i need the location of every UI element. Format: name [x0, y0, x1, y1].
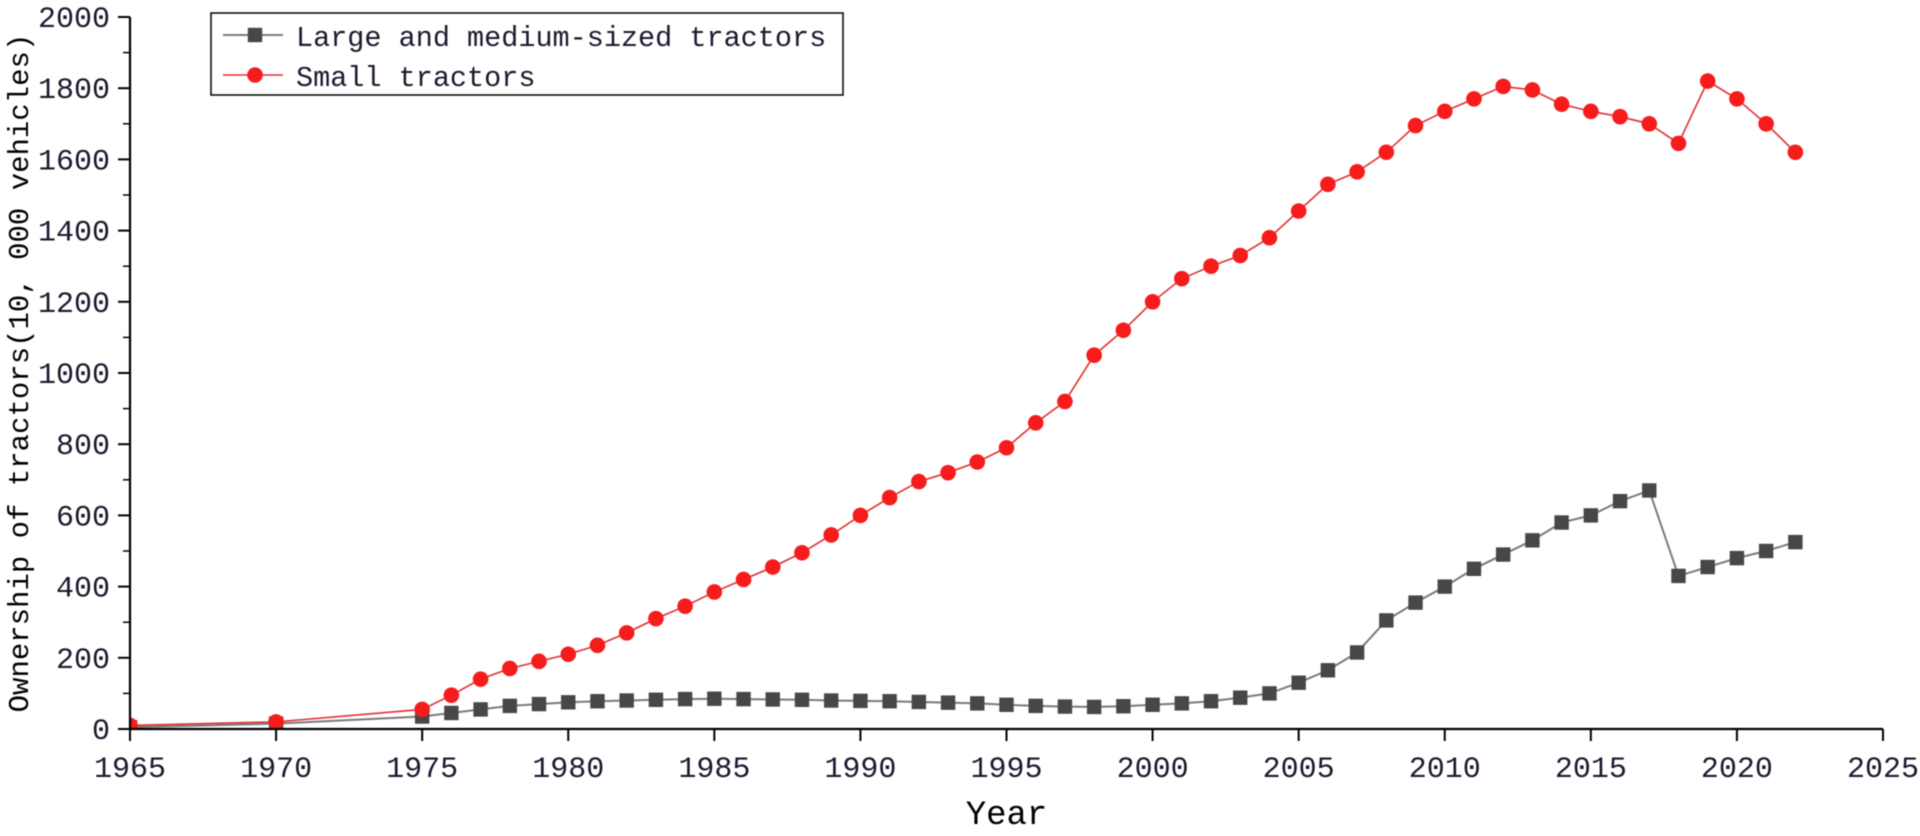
svg-text:400: 400 [56, 573, 110, 607]
svg-text:2015: 2015 [1555, 753, 1627, 787]
svg-text:1970: 1970 [240, 753, 312, 787]
svg-text:1985: 1985 [678, 753, 750, 787]
svg-text:1200: 1200 [38, 288, 110, 322]
svg-text:1800: 1800 [38, 74, 110, 108]
svg-text:1400: 1400 [38, 217, 110, 251]
svg-text:200: 200 [56, 644, 110, 678]
svg-text:600: 600 [56, 501, 110, 535]
svg-text:Year: Year [966, 797, 1048, 835]
svg-text:2000: 2000 [38, 3, 110, 37]
svg-text:1965: 1965 [94, 753, 166, 787]
svg-text:1990: 1990 [824, 753, 896, 787]
svg-text:Small tractors: Small tractors [296, 62, 535, 95]
svg-text:Large and medium-sized tractor: Large and medium-sized tractors [296, 22, 826, 55]
svg-text:2005: 2005 [1263, 753, 1335, 787]
svg-text:800: 800 [56, 430, 110, 464]
svg-text:0: 0 [92, 715, 110, 749]
svg-text:2000: 2000 [1117, 753, 1189, 787]
svg-text:1995: 1995 [970, 753, 1042, 787]
svg-text:1975: 1975 [386, 753, 458, 787]
svg-text:1000: 1000 [38, 359, 110, 393]
svg-text:Ownership of tractors(10, 000: Ownership of tractors(10, 000 vehicles) [4, 34, 37, 713]
svg-text:2020: 2020 [1701, 753, 1773, 787]
svg-text:1980: 1980 [532, 753, 604, 787]
svg-text:1600: 1600 [38, 145, 110, 179]
svg-text:2010: 2010 [1409, 753, 1481, 787]
svg-text:2025: 2025 [1847, 753, 1919, 787]
